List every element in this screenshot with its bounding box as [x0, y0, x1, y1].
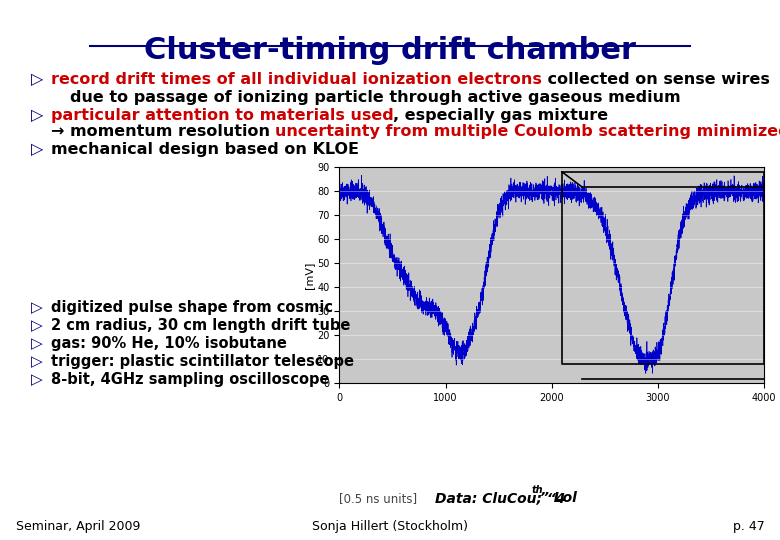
Text: → momentum resolution: → momentum resolution: [51, 124, 275, 139]
Text: record drift times of all individual ionization electrons: record drift times of all individual ion…: [51, 72, 541, 87]
Text: Seminar, April 2009: Seminar, April 2009: [16, 520, 140, 533]
Text: due to passage of ionizing particle through active gaseous medium: due to passage of ionizing particle thro…: [70, 90, 681, 105]
Text: trigger: plastic scintillator telescope: trigger: plastic scintillator telescope: [51, 354, 353, 369]
Text: particular attention to materials used: particular attention to materials used: [51, 108, 393, 123]
Text: ▷: ▷: [31, 300, 43, 315]
Text: mechanical design based on KLOE: mechanical design based on KLOE: [51, 142, 359, 157]
Text: ” Lol: ” Lol: [540, 491, 576, 505]
Text: collected on sense wires: collected on sense wires: [541, 72, 769, 87]
Text: , especially gas mixture: , especially gas mixture: [393, 108, 608, 123]
Text: 2 cm radius, 30 cm length drift tube: 2 cm radius, 30 cm length drift tube: [51, 318, 350, 333]
Text: ▷: ▷: [31, 354, 43, 369]
Text: p. 47: p. 47: [732, 520, 764, 533]
Text: Sonja Hillert (Stockholm): Sonja Hillert (Stockholm): [312, 520, 468, 533]
Text: ▷: ▷: [31, 72, 44, 87]
Text: uncertainty from multiple Coulomb scattering minimized: uncertainty from multiple Coulomb scatte…: [275, 124, 780, 139]
Text: th: th: [532, 485, 544, 495]
Text: ▷: ▷: [31, 336, 43, 351]
Text: ▷: ▷: [31, 318, 43, 333]
Text: Data: CluCou; “4: Data: CluCou; “4: [435, 491, 566, 505]
Text: [0.5 ns units]: [0.5 ns units]: [339, 492, 417, 505]
Text: Cluster-timing drift chamber: Cluster-timing drift chamber: [144, 36, 636, 65]
Text: 8-bit, 4GHz sampling oscilloscope: 8-bit, 4GHz sampling oscilloscope: [51, 372, 329, 387]
Text: ▷: ▷: [31, 108, 44, 123]
Text: gas: 90% He, 10% isobutane: gas: 90% He, 10% isobutane: [51, 336, 286, 351]
Text: ▷: ▷: [31, 142, 44, 157]
Y-axis label: [mV]: [mV]: [304, 262, 314, 289]
Text: ▷: ▷: [31, 372, 43, 387]
Text: digitized pulse shape from cosmic: digitized pulse shape from cosmic: [51, 300, 333, 315]
